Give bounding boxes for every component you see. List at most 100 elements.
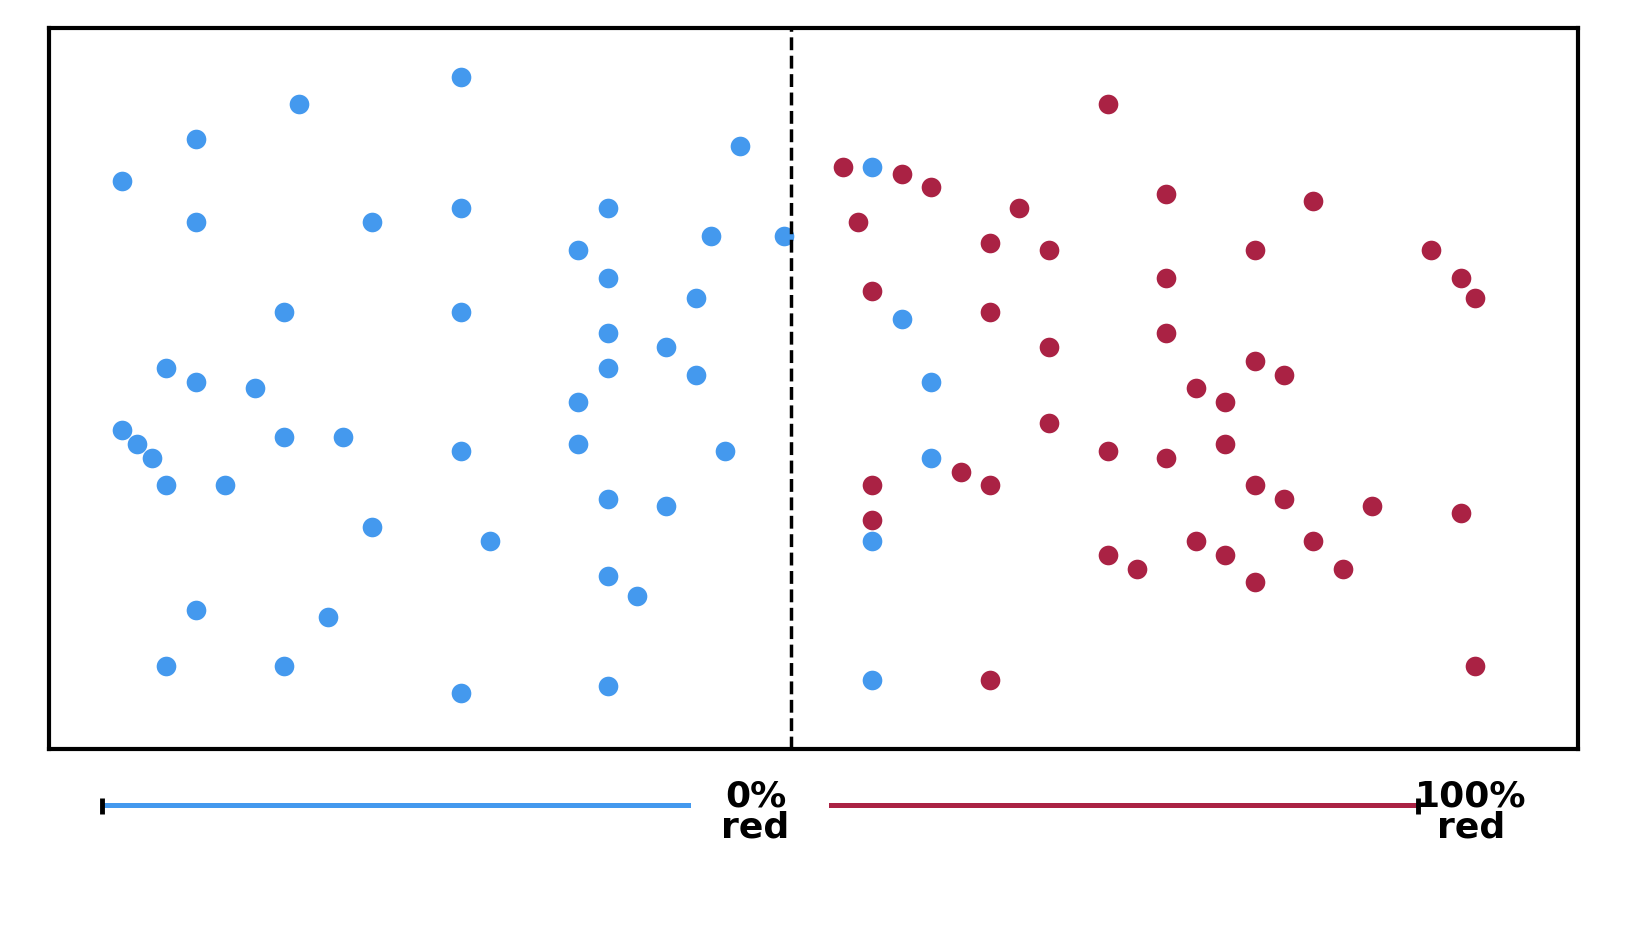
Point (859, 513, 885, 528)
Point (1271, 491, 1297, 506)
Point (976, 305, 1002, 320)
Point (976, 236, 1002, 251)
Point (1154, 326, 1180, 341)
Point (1036, 340, 1062, 355)
Point (360, 519, 386, 534)
Point (859, 534, 885, 548)
Point (447, 305, 473, 320)
Point (888, 166, 914, 181)
Text: 0%: 0% (724, 779, 786, 813)
Point (771, 228, 797, 243)
Point (1241, 353, 1267, 368)
Point (360, 214, 386, 229)
Point (182, 374, 208, 389)
Point (594, 568, 620, 583)
Point (594, 271, 620, 285)
Point (1154, 271, 1180, 285)
Text: red: red (721, 811, 789, 845)
Point (1095, 548, 1121, 563)
Point (109, 422, 135, 437)
Point (683, 367, 709, 382)
Point (272, 430, 298, 445)
Point (565, 436, 591, 451)
Point (654, 499, 680, 514)
Point (1463, 291, 1489, 306)
Point (182, 214, 208, 229)
Point (1183, 534, 1209, 548)
Point (859, 478, 885, 493)
Point (594, 326, 620, 341)
Point (1183, 381, 1209, 396)
Point (1212, 436, 1238, 451)
Point (1154, 187, 1180, 202)
Bar (828, 803, 1417, 809)
Point (272, 305, 298, 320)
Point (124, 436, 150, 451)
Point (242, 381, 268, 396)
Point (594, 491, 620, 506)
Point (918, 450, 944, 465)
Point (844, 214, 870, 229)
Point (859, 159, 885, 174)
Point (447, 200, 473, 215)
Point (713, 444, 739, 459)
Point (1095, 444, 1121, 459)
Point (1007, 200, 1033, 215)
Point (1300, 194, 1326, 209)
Point (1036, 416, 1062, 431)
Point (1419, 242, 1445, 257)
Point (947, 464, 973, 479)
Point (918, 180, 944, 195)
Text: red: red (1437, 811, 1505, 845)
Point (1271, 367, 1297, 382)
Point (1329, 561, 1355, 576)
Point (1036, 242, 1062, 257)
Point (918, 374, 944, 389)
Point (272, 658, 298, 673)
Point (1448, 505, 1474, 520)
Point (888, 312, 914, 327)
Point (654, 340, 680, 355)
Point (625, 589, 651, 604)
Point (153, 360, 179, 375)
Point (1124, 561, 1150, 576)
Point (1300, 534, 1326, 548)
Point (316, 609, 342, 624)
Point (594, 200, 620, 215)
Point (683, 291, 709, 306)
Point (1448, 271, 1474, 285)
Point (976, 672, 1002, 687)
Point (477, 534, 503, 548)
Point (727, 139, 753, 154)
Point (1359, 499, 1385, 514)
Point (976, 478, 1002, 493)
Point (594, 679, 620, 694)
Point (1212, 395, 1238, 410)
Point (698, 228, 724, 243)
Point (565, 395, 591, 410)
Point (330, 430, 356, 445)
Point (182, 603, 208, 618)
Point (182, 131, 208, 146)
Point (212, 478, 238, 493)
Point (859, 284, 885, 299)
Point (447, 69, 473, 84)
Point (830, 159, 856, 174)
Point (859, 672, 885, 687)
Point (153, 658, 179, 673)
Point (286, 96, 312, 111)
Text: 100%: 100% (1415, 779, 1526, 813)
Point (153, 478, 179, 493)
Bar (103, 803, 691, 809)
Point (109, 173, 135, 188)
Point (1463, 658, 1489, 673)
Point (1241, 242, 1267, 257)
Point (138, 450, 164, 465)
Point (594, 360, 620, 375)
Point (447, 686, 473, 701)
Point (447, 444, 473, 459)
Point (1212, 548, 1238, 563)
Point (1241, 575, 1267, 590)
Point (1095, 96, 1121, 111)
Point (1241, 478, 1267, 493)
